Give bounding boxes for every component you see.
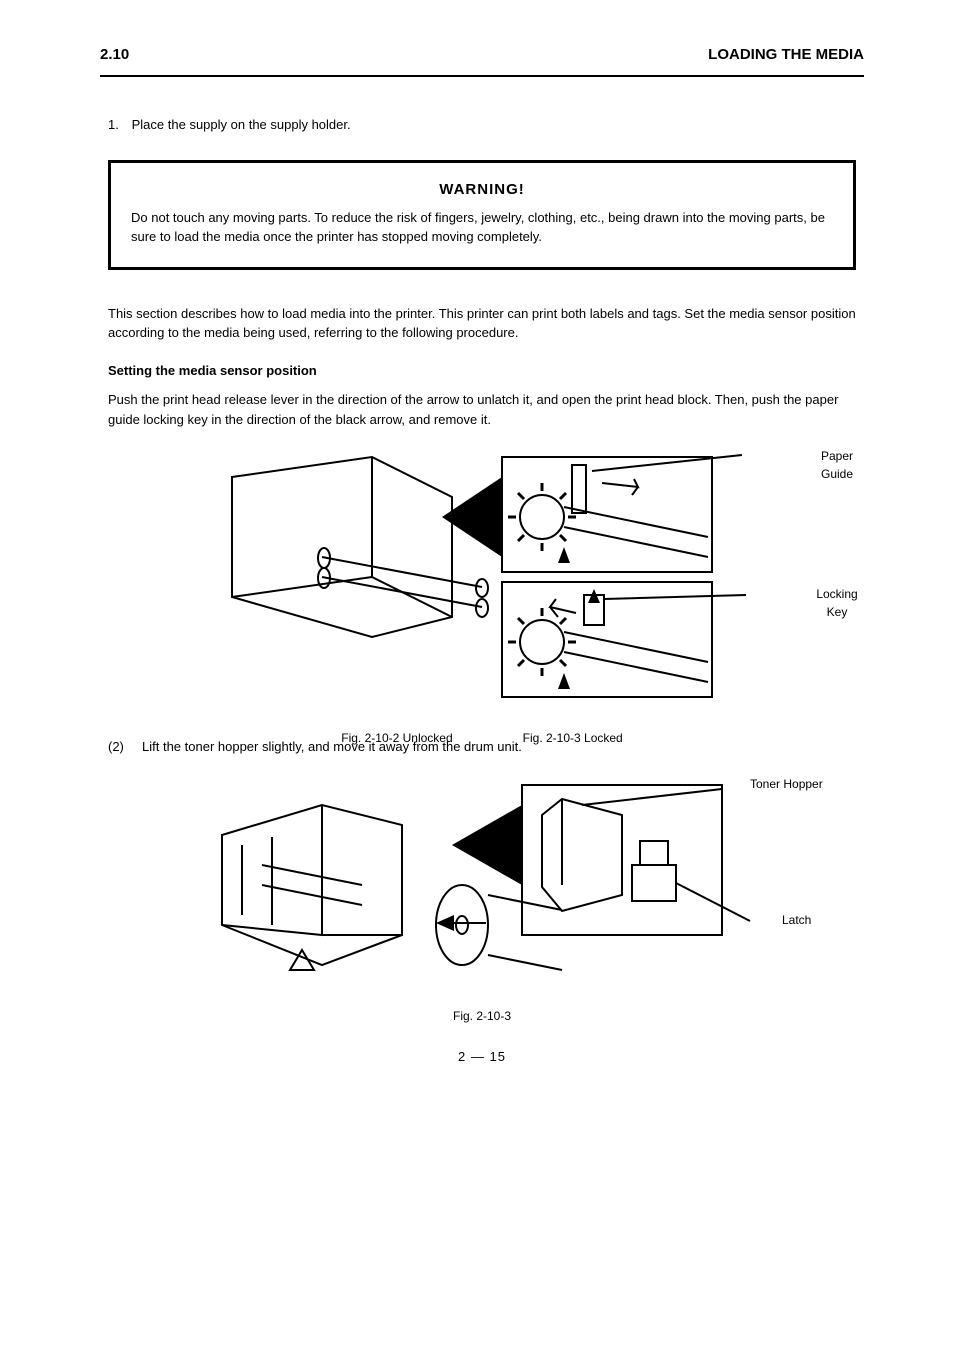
warning-box: WARNING! Do not touch any moving parts. … <box>108 160 856 270</box>
intro-paragraph: This section describes how to load media… <box>108 304 864 343</box>
latch-label: Latch <box>782 911 811 929</box>
substep-block: Setting the media sensor position Push t… <box>108 361 864 430</box>
toner-hopper-label: Toner Hopper <box>750 775 823 793</box>
substep-heading: Setting the media sensor position <box>108 361 864 381</box>
page-number-text: 2 — 15 <box>458 1049 506 1064</box>
page-header: 2.10 LOADING THE MEDIA <box>100 44 864 67</box>
figure-2-svg <box>202 775 762 995</box>
section-title: LOADING THE MEDIA <box>708 44 864 67</box>
figure-2: Toner Hopper Latch <box>100 775 864 1015</box>
paper-guide-label: Paper Guide <box>810 447 864 483</box>
step-1: 1. Place the supply on the supply holder… <box>108 115 864 135</box>
warning-body: Do not touch any moving parts. To reduce… <box>131 208 833 247</box>
section-number: 2.10 <box>100 44 129 67</box>
page-container: 2.10 LOADING THE MEDIA 1. Place the supp… <box>0 0 954 1096</box>
header-rule <box>100 75 864 77</box>
figure-1-captions: Fig. 2-10-2 Unlocked Fig. 2-10-3 Locked <box>100 729 864 747</box>
step-1-number: 1. <box>108 115 128 135</box>
fig-2-caption: Fig. 2-10-3 <box>453 1007 511 1025</box>
figure-2-caption-row: Fig. 2-10-3 <box>100 1007 864 1025</box>
substep-text: Push the print head release lever in the… <box>108 390 864 429</box>
locking-key-label: Locking Key <box>810 585 864 621</box>
figure-1-svg <box>202 447 762 717</box>
fig-caption-locked: Fig. 2-10-3 Locked <box>523 729 623 747</box>
figure-1: Paper Guide Locking Key <box>100 447 864 727</box>
step-1-text: Place the supply on the supply holder. <box>132 117 351 132</box>
fig-caption-unlocked: Fig. 2-10-2 Unlocked <box>341 729 452 747</box>
warning-heading: WARNING! <box>131 179 833 202</box>
page-number: 2 — 15 <box>100 1047 864 1067</box>
